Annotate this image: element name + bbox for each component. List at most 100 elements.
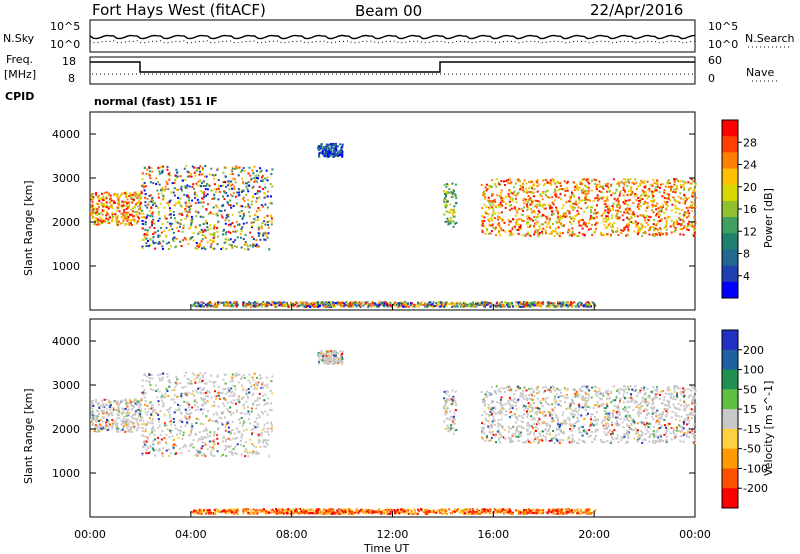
power-ground-point [552,303,555,306]
power-ground-point [489,305,492,308]
velocity-point [453,422,456,425]
power-ground-point [306,301,309,304]
velocity-point [231,380,234,383]
power-point [204,248,207,251]
power-point [242,197,245,200]
power-ground-point [271,301,274,304]
velocity-point [252,428,255,431]
power-point [334,144,337,147]
velocity-point [253,388,256,390]
power-point [576,187,578,190]
power-point [339,143,342,146]
velocity-point [143,443,146,446]
power-point [603,224,606,227]
power-point [182,224,185,227]
power-point [105,197,108,200]
power-point [236,236,239,239]
power-ground-point [318,302,321,305]
power-point [694,221,697,224]
power-ground-point [333,303,335,306]
power-ground-point [420,301,423,304]
velocity-point [181,396,183,399]
power-point [224,222,227,225]
velocity-point [557,396,560,398]
velocity-point [195,433,198,436]
velocity-point [199,451,202,454]
power-point [604,227,607,229]
power-point [499,217,502,220]
power-ground-point [488,302,491,304]
power-point [117,224,120,226]
power-point [197,211,200,214]
power-point [157,193,160,196]
velocity-point [149,401,152,404]
velocity-point [651,400,654,403]
power-point [94,207,97,210]
power-point [172,239,175,242]
power-point [129,196,132,199]
velocity-point [224,426,227,429]
velocity-point [443,390,446,393]
power-point [628,207,631,210]
power-point [656,179,659,182]
power-point [574,215,577,217]
power-point [553,235,556,237]
power-ground-point [327,304,330,307]
power-point [234,239,237,242]
power-point [194,247,197,250]
power-point [190,175,193,178]
power-point [116,217,119,220]
power-point [539,204,542,207]
power-point [673,221,675,224]
velocity-point [639,389,642,392]
velocity-point [452,432,455,435]
velocity-point [270,430,273,433]
velocity-point [188,392,191,395]
power-point [177,196,179,199]
velocity-point [123,416,126,419]
power-point [96,203,99,206]
power-point [223,198,226,201]
velocity-point [446,407,449,410]
power-ground-point [371,301,374,304]
velocity-point [333,361,335,364]
power-point [486,228,488,231]
power-point [535,180,538,183]
power-point [341,154,344,157]
velocity-point [95,409,98,412]
power-ground-point [339,302,342,305]
power-point [530,208,533,211]
velocity-point [267,431,269,433]
power-point [226,180,229,183]
velocity-point [454,400,457,403]
velocity-point [92,403,95,406]
velocity-point [251,376,254,379]
velocity-point [262,439,265,442]
velocity-point [95,427,98,430]
power-point [91,204,94,207]
velocity-point [217,386,220,388]
power-ground-point [324,303,327,306]
power-point [236,191,239,194]
power-ground-point [483,304,486,307]
velocity-point [323,353,326,355]
power-point [132,207,135,210]
power-point [632,202,635,204]
velocity-point [247,412,250,415]
velocity-point [174,381,177,384]
velocity-point [339,350,342,353]
velocity-point [202,430,205,433]
power-point [500,194,503,197]
power-point [689,204,692,207]
velocity-point [144,442,147,444]
velocity-point [215,411,218,414]
power-point [481,221,484,224]
velocity-point [111,414,114,417]
power-ground-point [524,305,527,308]
power-point [250,221,253,224]
velocity-point [646,412,649,415]
velocity-point [570,424,573,427]
power-point [573,218,576,220]
range-tick-label: 1000 [52,260,80,273]
velocity-point [224,398,226,401]
